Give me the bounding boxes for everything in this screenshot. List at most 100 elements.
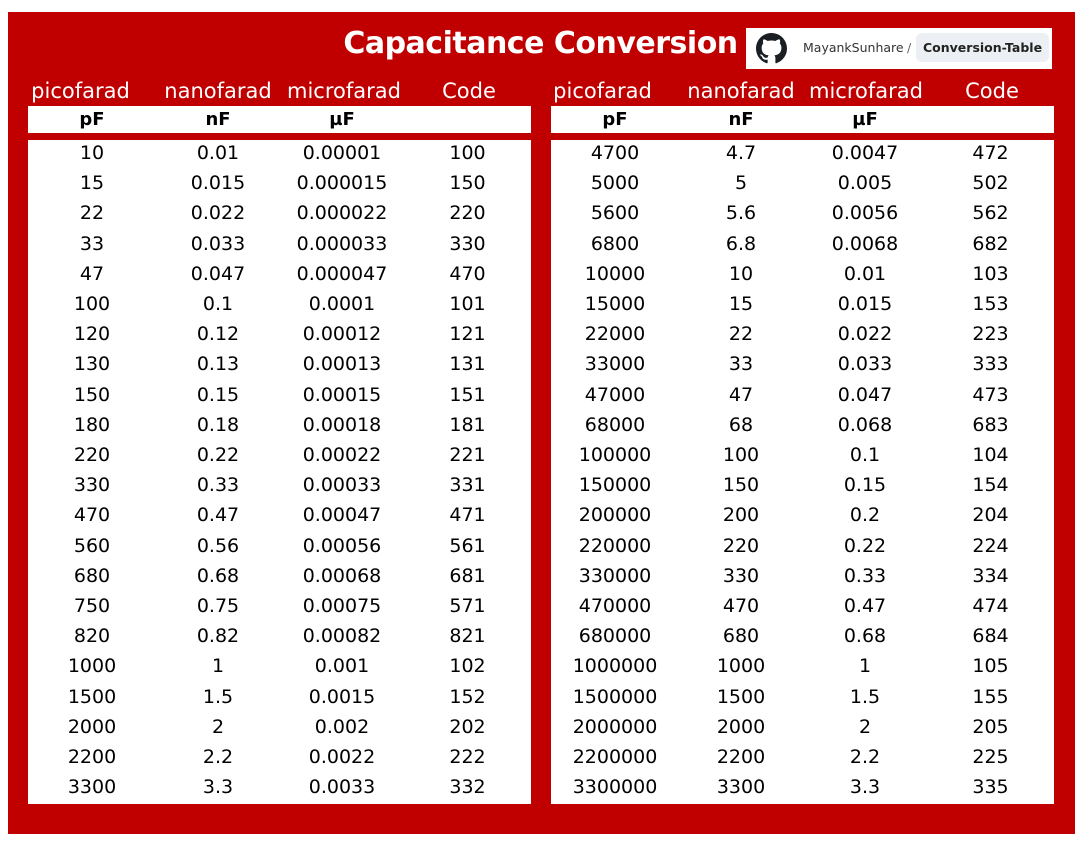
- table-row: 180 0.18 0.00018 181: [28, 412, 531, 442]
- cell-nanofarad: 0.15: [196, 383, 240, 406]
- table-row: 100000 100 0.1 104: [551, 442, 1054, 472]
- cell-picofarad: 560: [73, 534, 111, 557]
- github-repo-link[interactable]: Conversion-Table: [916, 33, 1050, 62]
- cell-code: 335: [972, 776, 1009, 799]
- unit-row: pF nF µF: [28, 106, 531, 133]
- cell-code: 571: [449, 595, 486, 617]
- cell-picofarad: 120: [73, 323, 111, 346]
- cell-picofarad: 3300: [67, 776, 117, 799]
- cell-microfarad: 0.047: [837, 383, 893, 406]
- cell-microfarad: 0.001: [314, 655, 370, 678]
- github-icon: [756, 33, 787, 64]
- cell-code: 150: [449, 172, 486, 195]
- unit-nf: nF: [728, 109, 754, 130]
- cell-nanofarad: 680: [722, 625, 760, 648]
- cell-microfarad: 0.015: [837, 293, 893, 315]
- cell-nanofarad: 1.5: [202, 685, 234, 708]
- cell-picofarad: 1500000: [572, 685, 658, 708]
- unit-row: pF nF µF: [551, 106, 1054, 133]
- cell-picofarad: 330: [73, 474, 111, 497]
- header-picofarad: picofarad: [31, 79, 130, 103]
- cell-nanofarad: 5.6: [725, 202, 757, 225]
- table-row: 680 0.68 0.00068 681: [28, 563, 531, 593]
- table-row: 220 0.22 0.00022 221: [28, 442, 531, 472]
- header-nanofarad: nanofarad: [687, 79, 795, 103]
- cell-code: 121: [449, 323, 486, 346]
- cell-picofarad: 2000000: [572, 715, 658, 738]
- cell-code: 151: [449, 383, 486, 406]
- cell-nanofarad: 0.015: [190, 172, 246, 195]
- cell-picofarad: 680: [73, 564, 111, 587]
- cell-picofarad: 15: [79, 172, 105, 195]
- cell-picofarad: 200000: [578, 504, 652, 527]
- cell-nanofarad: 1000: [716, 655, 766, 678]
- cell-code: 223: [972, 323, 1009, 346]
- cell-microfarad: 0.00082: [302, 625, 382, 648]
- cell-microfarad: 0.00001: [302, 142, 382, 164]
- cell-microfarad: 0.00075: [302, 595, 382, 617]
- github-user-link[interactable]: MayankSunhare: [803, 40, 904, 55]
- table-row: 330000 330 0.33 334: [551, 563, 1054, 593]
- cell-nanofarad: 0.01: [196, 142, 240, 164]
- cell-microfarad: 0.0001: [308, 293, 376, 315]
- cell-microfarad: 0.33: [843, 564, 887, 587]
- cell-code: 562: [972, 202, 1009, 225]
- cell-microfarad: 0.002: [314, 715, 370, 738]
- cell-nanofarad: 4.7: [725, 142, 757, 164]
- cell-nanofarad: 22: [728, 323, 754, 346]
- cell-microfarad: 0.00056: [302, 534, 382, 557]
- cell-picofarad: 22: [79, 202, 105, 225]
- cell-code: 470: [449, 262, 486, 285]
- unit-code: [927, 106, 1054, 133]
- table-row: 2000 2 0.002 202: [28, 714, 531, 744]
- right-table-body: 4700 4.7 0.0047 472 5000 5 0.005 502 5600 5.6 0.00…: [551, 140, 1054, 804]
- cell-nanofarad: 2200: [716, 746, 766, 768]
- cell-microfarad: 0.00012: [302, 323, 382, 346]
- cell-microfarad: 0.000022: [296, 202, 388, 225]
- header-nanofarad: nanofarad: [164, 79, 272, 103]
- table-row: 3300000 3300 3.3 335: [551, 774, 1054, 804]
- header-microfarad: microfarad: [809, 79, 923, 103]
- github-repo-badge[interactable]: MayankSunhare / Conversion-Table: [746, 28, 1052, 69]
- table-row: 470000 470 0.47 474: [551, 593, 1054, 623]
- cell-picofarad: 820: [73, 625, 111, 648]
- cell-nanofarad: 0.18: [196, 413, 240, 436]
- cell-microfarad: 0.0022: [308, 746, 376, 768]
- cell-microfarad: 0.00022: [302, 444, 382, 466]
- cell-code: 684: [972, 625, 1009, 648]
- cell-picofarad: 33000: [584, 353, 646, 376]
- unit-uf: µF: [852, 109, 878, 130]
- breadcrumb-separator: /: [907, 40, 912, 55]
- cell-picofarad: 750: [73, 595, 111, 617]
- cell-code: 100: [449, 142, 486, 164]
- cell-nanofarad: 0.75: [196, 595, 240, 617]
- cell-microfarad: 3.3: [849, 776, 881, 799]
- table-row: 68000 68 0.068 683: [551, 412, 1054, 442]
- cell-nanofarad: 3.3: [202, 776, 234, 799]
- table-row: 10 0.01 0.00001 100: [28, 140, 531, 170]
- cell-picofarad: 5600: [590, 202, 640, 225]
- cell-code: 155: [972, 685, 1009, 708]
- cell-nanofarad: 47: [728, 383, 754, 406]
- table-row: 130 0.13 0.00013 131: [28, 351, 531, 381]
- table-row: 100 0.1 0.0001 101: [28, 291, 531, 321]
- cell-microfarad: 0.2: [849, 504, 881, 527]
- cell-picofarad: 220000: [578, 534, 652, 557]
- table-row: 4700 4.7 0.0047 472: [551, 140, 1054, 170]
- cell-microfarad: 0.000033: [296, 232, 388, 255]
- cell-microfarad: 0.22: [843, 534, 887, 557]
- table-row: 22000 22 0.022 223: [551, 321, 1054, 351]
- cell-nanofarad: 0.13: [196, 353, 240, 376]
- cell-code: 101: [449, 293, 486, 315]
- cell-picofarad: 1000: [67, 655, 117, 678]
- cell-nanofarad: 0.12: [196, 323, 240, 346]
- cell-nanofarad: 6.8: [725, 232, 757, 255]
- cell-picofarad: 2200: [67, 746, 117, 768]
- unit-nf: nF: [205, 109, 231, 130]
- cell-code: 102: [449, 655, 486, 678]
- table-row: 680000 680 0.68 684: [551, 623, 1054, 653]
- cell-code: 821: [449, 625, 486, 648]
- cell-code: 333: [972, 353, 1009, 376]
- table-row: 200000 200 0.2 204: [551, 502, 1054, 532]
- cell-code: 332: [449, 776, 486, 799]
